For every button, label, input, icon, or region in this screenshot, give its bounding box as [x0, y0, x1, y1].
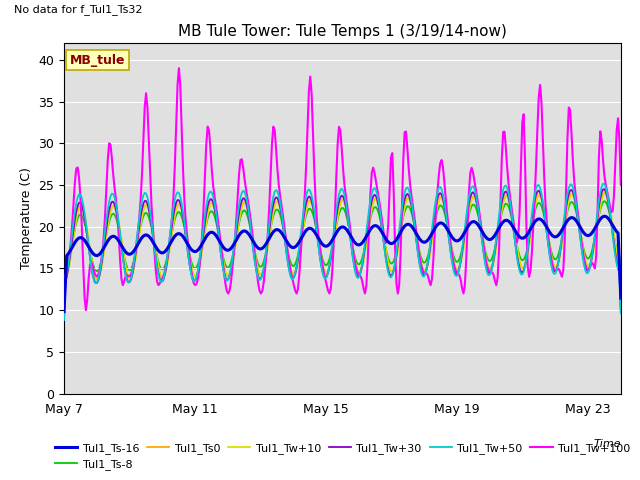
- Line: Tul1_Tw+10: Tul1_Tw+10: [64, 193, 621, 318]
- Tul1_Tw+50: [227, 266, 235, 272]
- Line: Tul1_Tw+30: Tul1_Tw+30: [64, 189, 621, 320]
- Tul1_Ts0: [369, 199, 377, 204]
- Tul1_Tw+10: [369, 200, 377, 206]
- Tul1_Ts-16: [451, 238, 459, 243]
- Tul1_Tw+10: [246, 217, 254, 223]
- Tul1_Tw+30: [600, 186, 608, 192]
- Tul1_Tw+50: [468, 184, 476, 190]
- Tul1_Tw+30: [468, 191, 476, 196]
- Tul1_Ts-8: [227, 260, 235, 265]
- Line: Tul1_Tw+50: Tul1_Tw+50: [64, 184, 621, 320]
- Tul1_Ts-16: [227, 246, 235, 252]
- Tul1_Ts-8: [617, 300, 625, 306]
- Line: Tul1_Ts-16: Tul1_Ts-16: [64, 216, 621, 312]
- Tul1_Ts0: [468, 195, 476, 201]
- Tul1_Ts0: [227, 266, 235, 272]
- Tul1_Tw+30: [227, 267, 235, 273]
- Tul1_Ts0: [60, 315, 68, 321]
- Tul1_Tw+30: [246, 222, 254, 228]
- Tul1_Tw+10: [468, 197, 476, 203]
- Line: Tul1_Tw+100: Tul1_Tw+100: [64, 68, 621, 310]
- Tul1_Ts-8: [468, 203, 476, 209]
- Tul1_Ts-16: [561, 222, 568, 228]
- Tul1_Ts-16: [600, 214, 608, 219]
- Tul1_Ts-8: [600, 198, 608, 204]
- Tul1_Tw+10: [617, 305, 625, 311]
- Tul1_Ts-8: [60, 310, 68, 315]
- Tul1_Tw+30: [617, 309, 625, 314]
- Tul1_Ts-16: [468, 219, 476, 225]
- Tul1_Ts0: [451, 265, 459, 271]
- Tul1_Ts-16: [246, 233, 254, 239]
- Tul1_Tw+50: [617, 311, 625, 316]
- Text: MB_tule: MB_tule: [70, 54, 125, 67]
- Tul1_Tw+100: [564, 135, 572, 141]
- Tul1_Tw+50: [561, 209, 568, 215]
- Tul1_Tw+10: [451, 264, 459, 270]
- Text: No data for f_Tul1_Ts32: No data for f_Tul1_Ts32: [14, 4, 142, 15]
- Tul1_Ts-16: [369, 224, 377, 229]
- Tul1_Ts-8: [369, 206, 377, 212]
- Tul1_Tw+100: [249, 234, 257, 240]
- Tul1_Ts-16: [60, 309, 68, 314]
- Tul1_Tw+10: [227, 268, 235, 274]
- Tul1_Tw+50: [451, 273, 459, 278]
- Tul1_Tw+100: [470, 178, 478, 184]
- Tul1_Tw+50: [599, 181, 607, 187]
- Legend: Tul1_Ts-16, Tul1_Ts-8, Tul1_Ts0, Tul1_Tw+10, Tul1_Tw+30, Tul1_Tw+50, Tul1_Tw+100: Tul1_Ts-16, Tul1_Ts-8, Tul1_Ts0, Tul1_Tw…: [51, 438, 635, 474]
- Tul1_Ts0: [617, 306, 625, 312]
- Tul1_Tw+10: [60, 315, 68, 321]
- Tul1_Tw+100: [82, 307, 90, 313]
- Tul1_Tw+100: [454, 271, 462, 276]
- Tul1_Tw+30: [60, 317, 68, 323]
- Tul1_Tw+30: [561, 215, 568, 220]
- Tul1_Tw+10: [561, 223, 568, 228]
- Tul1_Tw+30: [451, 270, 459, 276]
- Tul1_Tw+100: [175, 65, 183, 71]
- Tul1_Tw+30: [369, 193, 377, 199]
- Tul1_Tw+100: [617, 182, 625, 188]
- Tul1_Ts-8: [451, 257, 459, 263]
- Tul1_Tw+100: [372, 178, 380, 184]
- Tul1_Tw+100: [230, 252, 237, 257]
- Tul1_Ts0: [246, 220, 254, 226]
- Tul1_Tw+50: [246, 220, 254, 226]
- Line: Tul1_Ts0: Tul1_Ts0: [64, 193, 621, 318]
- Tul1_Ts-16: [617, 295, 625, 301]
- Tul1_Ts0: [600, 190, 608, 196]
- Text: Time: Time: [593, 439, 621, 449]
- Tul1_Ts-8: [246, 224, 254, 229]
- Line: Tul1_Ts-8: Tul1_Ts-8: [64, 201, 621, 312]
- Tul1_Tw+50: [369, 186, 377, 192]
- Tul1_Ts-8: [561, 221, 568, 227]
- Tul1_Tw+10: [600, 190, 608, 196]
- Title: MB Tule Tower: Tule Temps 1 (3/19/14-now): MB Tule Tower: Tule Temps 1 (3/19/14-now…: [178, 24, 507, 39]
- Y-axis label: Temperature (C): Temperature (C): [20, 168, 33, 269]
- Tul1_Tw+50: [60, 317, 68, 323]
- Tul1_Tw+100: [60, 274, 68, 280]
- Tul1_Ts0: [561, 219, 568, 225]
